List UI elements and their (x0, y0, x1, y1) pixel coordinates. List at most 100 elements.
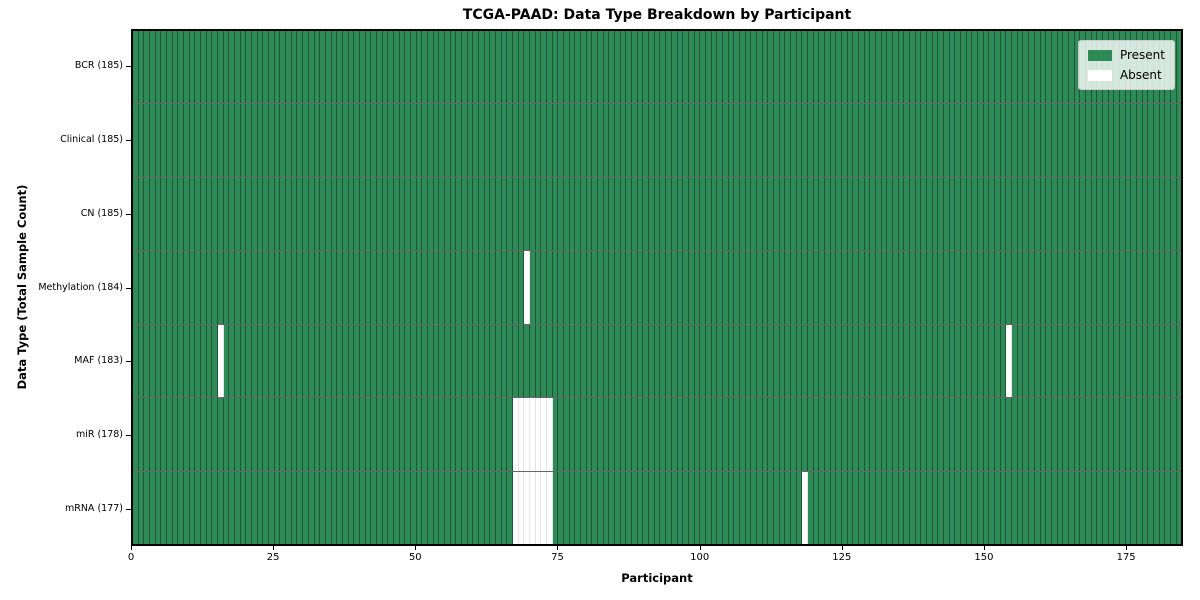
cell-present (1125, 177, 1132, 251)
cell-present (887, 31, 894, 104)
cell-present (660, 471, 667, 544)
cell-present (144, 31, 151, 104)
cell-present (598, 31, 604, 104)
cell-present (1165, 104, 1171, 177)
x-tick-label: 25 (266, 552, 280, 563)
cell-present (393, 104, 400, 177)
cell-present (819, 324, 825, 398)
cell-present (1006, 398, 1013, 471)
cell-present (887, 324, 894, 398)
cell-present (717, 471, 723, 544)
cell-present (898, 31, 905, 104)
cell-present (416, 177, 423, 251)
cell-present (433, 177, 440, 251)
cell-present (410, 251, 417, 324)
cell-present (467, 324, 474, 398)
cell-present (184, 324, 190, 398)
cell-present (1153, 398, 1160, 471)
cell-present (478, 177, 485, 251)
cell-present (700, 398, 706, 471)
cell-present (1176, 398, 1182, 471)
cell-present (1170, 471, 1177, 544)
cell-present (881, 324, 888, 398)
cell-present (229, 324, 236, 398)
cell-present (269, 398, 275, 471)
cell-present (150, 31, 156, 104)
cell-present (393, 471, 400, 544)
cell-present (1119, 251, 1126, 324)
cell-present (172, 324, 179, 398)
cell-present (944, 31, 950, 104)
cell-present (150, 251, 156, 324)
cell-present (1142, 324, 1149, 398)
y-tick-label-CN: CN (185) (80, 207, 123, 219)
cell-present (1068, 104, 1075, 177)
cell-present (802, 251, 808, 324)
cell-present (1131, 104, 1137, 177)
cell-absent (547, 398, 553, 471)
cell-present (218, 177, 224, 251)
cell-present (1148, 398, 1154, 471)
cell-present (252, 104, 258, 177)
cell-present (785, 104, 791, 177)
cell-present (467, 471, 474, 544)
cell-present (864, 31, 871, 104)
cell-present (513, 31, 519, 104)
cell-present (206, 398, 213, 471)
cell-present (1097, 398, 1103, 471)
cell-present (308, 104, 315, 177)
cell-present (161, 31, 168, 104)
cell-present (393, 251, 400, 324)
cell-present (932, 177, 939, 251)
cell-present (949, 104, 956, 177)
cell-present (1159, 324, 1166, 398)
cell-present (342, 177, 349, 251)
cell-present (807, 31, 814, 104)
cell-present (796, 398, 803, 471)
cell-present (348, 471, 355, 544)
cell-present (864, 398, 871, 471)
cell-present (342, 31, 349, 104)
cell-present (864, 324, 871, 398)
cell-present (586, 31, 593, 104)
cell-present (161, 324, 168, 398)
cell-present (308, 177, 315, 251)
cell-present (371, 398, 377, 471)
cell-present (478, 471, 485, 544)
cell-present (150, 324, 156, 398)
cell-present (893, 177, 899, 251)
cell-present (683, 324, 689, 398)
cell-present (813, 177, 820, 251)
cell-present (325, 104, 332, 177)
cell-present (1023, 398, 1030, 471)
cell-present (1040, 177, 1047, 251)
cell-present (252, 471, 258, 544)
y-tick-mark (126, 361, 131, 363)
cell-present (274, 324, 281, 398)
cell-present (1125, 251, 1132, 324)
cell-present (263, 324, 270, 398)
cell-present (484, 471, 491, 544)
cell-present (416, 324, 423, 398)
legend-entry-present: Present (1087, 48, 1165, 62)
cell-present (643, 31, 650, 104)
cell-present (178, 251, 185, 324)
cell-present (1176, 251, 1182, 324)
cell-present (569, 251, 576, 324)
cell-present (144, 251, 151, 324)
cell-present (722, 31, 729, 104)
cell-present (1159, 471, 1166, 544)
cell-present (1051, 324, 1058, 398)
cell-present (893, 251, 899, 324)
cell-present (773, 471, 780, 544)
cell-present (1114, 104, 1120, 177)
x-tick-mark (273, 546, 275, 550)
cell-present (1114, 471, 1120, 544)
cell-present (257, 324, 264, 398)
cell-present (876, 104, 882, 177)
cell-present (1017, 104, 1024, 177)
cell-present (688, 398, 695, 471)
cell-present (694, 251, 701, 324)
cell-present (705, 398, 712, 471)
cell-present (671, 251, 678, 324)
